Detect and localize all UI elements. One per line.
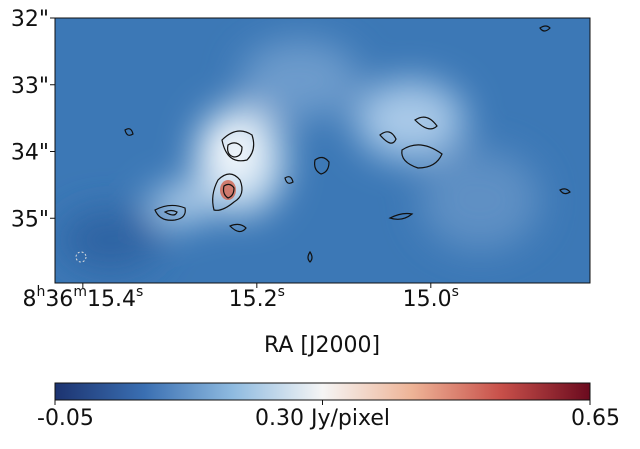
x-tick-label: 15.2s	[229, 284, 285, 312]
y-tick-label: 35"	[11, 207, 49, 232]
colorbar-tick-label: 0.30 Jy/pixel	[255, 406, 390, 431]
colorbar-tick-label: -0.05	[37, 406, 94, 431]
x-tick-label: 15.0s	[403, 284, 459, 312]
colorbar	[54, 382, 591, 401]
image	[55, 18, 590, 283]
y-tick-label: 32"	[11, 7, 49, 32]
plot-frame	[54, 17, 591, 284]
y-tick-label: 34"	[11, 141, 49, 166]
y-tick-label: 33"	[11, 74, 49, 99]
x-tick-label: 8h36m15.4s	[22, 284, 143, 312]
x-axis-label: RA [J2000]	[264, 333, 380, 358]
colorbar-tick-label: 0.65	[571, 406, 620, 431]
